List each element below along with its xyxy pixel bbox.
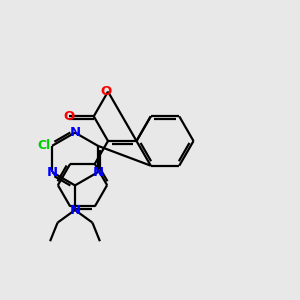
- Text: N: N: [69, 203, 81, 217]
- Text: O: O: [100, 85, 111, 98]
- Text: O: O: [64, 110, 75, 123]
- Text: N: N: [69, 126, 81, 139]
- Text: N: N: [92, 166, 104, 179]
- Text: Cl: Cl: [38, 139, 51, 152]
- Text: N: N: [46, 166, 58, 179]
